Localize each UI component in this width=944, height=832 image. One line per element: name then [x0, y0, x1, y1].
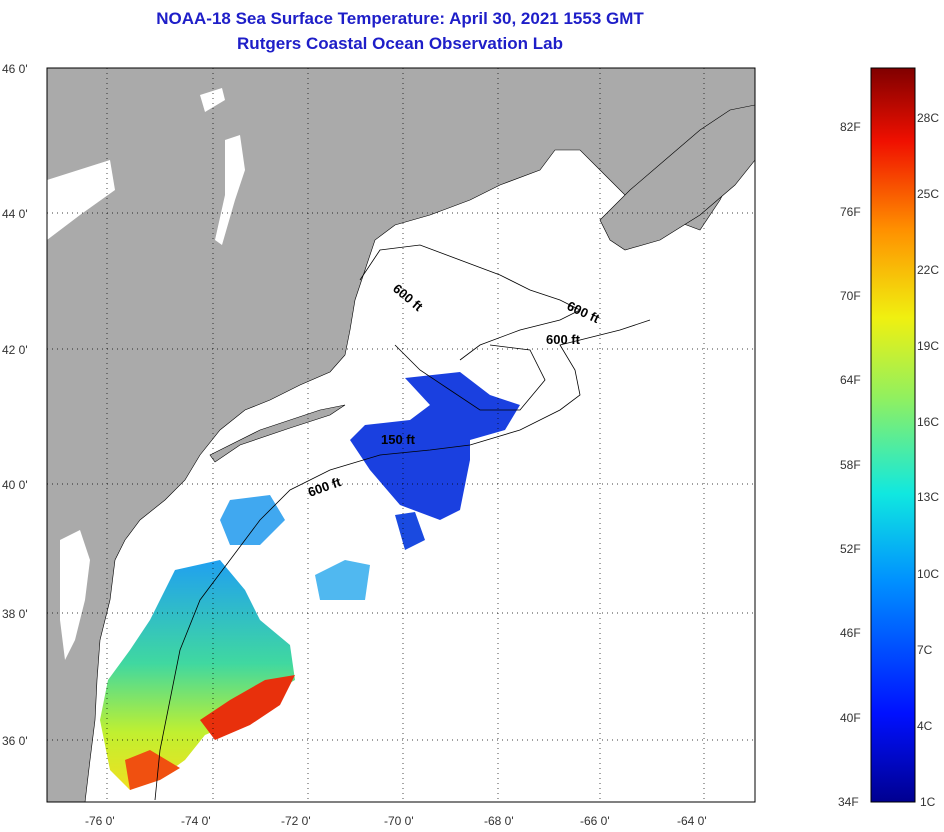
lon-label: -74 0' [181, 814, 211, 828]
lon-label: -68 0' [484, 814, 514, 828]
land-nova-scotia [599, 104, 755, 251]
map-title: NOAA-18 Sea Surface Temperature: April 3… [156, 9, 644, 28]
colorbar [870, 67, 916, 803]
lat-label: 46 0' [2, 62, 28, 76]
colorbar-c-label: 22C [917, 263, 939, 277]
lake [47, 160, 115, 240]
lat-label: 40 0' [2, 478, 28, 492]
map-subtitle: Rutgers Coastal Ocean Observation Lab [237, 34, 563, 53]
sst-main-shelf [100, 560, 295, 790]
lat-label: 36 0' [2, 734, 28, 748]
land-long-island [209, 404, 346, 463]
colorbar-c-label: 16C [917, 415, 939, 429]
colorbar-f-label: 64F [840, 373, 861, 387]
colorbar-c-label: 1C [920, 795, 936, 809]
colorbar-c-label: 28C [917, 111, 939, 125]
colorbar-f-label: 34F [838, 795, 859, 809]
contour-label: 150 ft [381, 432, 416, 447]
lon-label: -64 0' [677, 814, 707, 828]
contour-150ft [394, 344, 546, 411]
colorbar-f-label: 40F [840, 711, 861, 725]
colorbar-c-label: 7C [917, 643, 933, 657]
lake [200, 88, 225, 112]
colorbar-f-label: 82F [840, 120, 861, 134]
sst-cool-patch [315, 560, 370, 600]
colorbar-c-label: 25C [917, 187, 939, 201]
sst-gulf-stream [125, 750, 180, 790]
lat-label: 44 0' [2, 207, 28, 221]
lat-label: 38 0' [2, 607, 28, 621]
lon-label: -66 0' [580, 814, 610, 828]
lon-label: -70 0' [384, 814, 414, 828]
sst-cold-patch [350, 372, 520, 520]
lat-label: 42 0' [2, 343, 28, 357]
chesapeake-bay [60, 530, 90, 660]
colorbar-f-label: 52F [840, 542, 861, 556]
graticule [47, 68, 755, 802]
lon-label: -76 0' [85, 814, 115, 828]
contour-label: 600 ft [546, 332, 581, 347]
lake [215, 135, 245, 245]
colorbar-c-label: 10C [917, 567, 939, 581]
sst-gulf-stream [200, 675, 295, 740]
colorbar-c-label: 4C [917, 719, 933, 733]
lon-label: -72 0' [281, 814, 311, 828]
contour-600ft-gom [359, 244, 581, 361]
colorbar-f-label: 70F [840, 289, 861, 303]
colorbar-c-label: 13C [917, 490, 939, 504]
colorbar-f-label: 58F [840, 458, 861, 472]
sst-cool-patch [220, 495, 285, 545]
colorbar-f-label: 76F [840, 205, 861, 219]
sst-cold-patch [395, 512, 425, 550]
colorbar-f-label: 46F [840, 626, 861, 640]
colorbar-c-label: 19C [917, 339, 939, 353]
